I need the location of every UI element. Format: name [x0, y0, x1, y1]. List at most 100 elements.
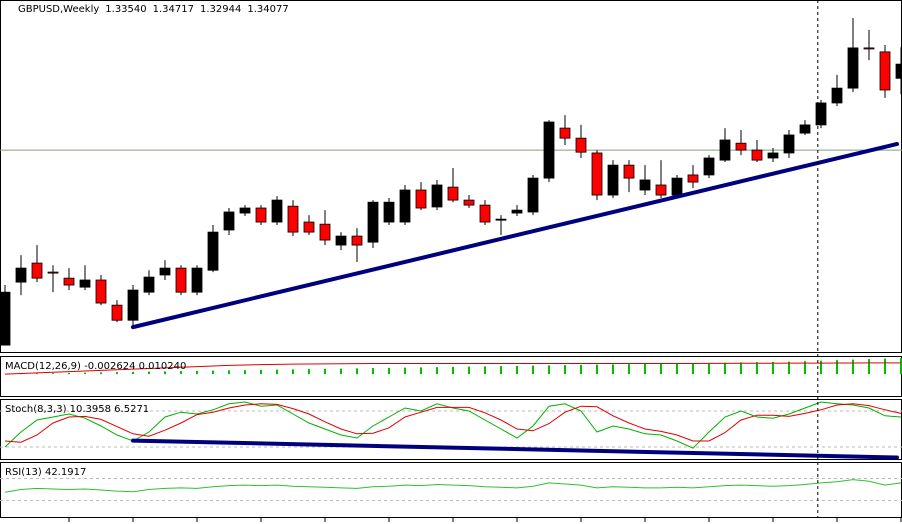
candle: [463, 195, 475, 209]
candle: [143, 270, 155, 296]
candle: [415, 182, 427, 211]
candle-body: [879, 51, 891, 91]
candle-body: [815, 102, 827, 126]
candle: [95, 274, 107, 306]
ohlc-value: 1.34077: [247, 4, 288, 15]
candle-body: [95, 279, 107, 304]
candle: [735, 129, 747, 156]
candle: [207, 224, 219, 273]
candle: [623, 160, 635, 193]
chart-header: GBPUSD,Weekly 1.33540 1.34717 1.32944 1.3407…: [18, 4, 289, 15]
candle-body: [575, 137, 587, 153]
candle-body: [239, 207, 251, 214]
candle-body: [847, 47, 859, 89]
candle-body: [127, 289, 139, 321]
candle: [479, 200, 491, 225]
candle: [703, 155, 715, 179]
indicator-line: [4, 401, 902, 449]
candle-body: [479, 204, 491, 223]
candle-body: [463, 199, 475, 206]
candle: [639, 165, 651, 196]
candle-body: [383, 201, 395, 223]
candle-body: [175, 267, 187, 293]
candle-body: [207, 231, 219, 271]
indicator-title: RSI(13) 42.1917: [5, 467, 86, 478]
candle-body: [559, 127, 571, 139]
candle: [895, 47, 902, 95]
candle-body: [527, 177, 539, 213]
candle: [783, 129, 795, 159]
candle-body: [751, 149, 763, 161]
candle-body: [431, 184, 443, 208]
candle: [367, 200, 379, 248]
candle: [255, 205, 267, 225]
candle: [127, 285, 139, 329]
ohlc-value: 1.32944: [200, 4, 241, 15]
candle: [495, 215, 507, 236]
candle-body: [767, 152, 779, 159]
candle: [815, 100, 827, 129]
candle: [399, 184, 411, 225]
candle-body: [703, 157, 715, 176]
candle-body: [335, 235, 347, 246]
candle: [79, 265, 91, 291]
candle: [847, 17, 859, 93]
candle: [0, 285, 11, 346]
candle: [191, 265, 203, 296]
candle: [303, 215, 315, 236]
candle-body: [415, 189, 427, 209]
candle-body: [255, 207, 267, 223]
candle-body: [159, 267, 171, 276]
candle: [159, 260, 171, 281]
ohlc-value: 1.34717: [153, 4, 194, 15]
candle-body: [319, 223, 331, 241]
candle-body: [639, 179, 651, 191]
candle-body: [31, 262, 43, 279]
candle: [655, 160, 667, 198]
candle: [831, 74, 843, 107]
candle: [239, 205, 251, 216]
candle-body: [399, 189, 411, 223]
candle: [63, 268, 75, 291]
signal-line: [4, 362, 901, 375]
symbol: GBPUSD,Weekly: [18, 4, 99, 15]
candle: [431, 179, 443, 211]
candle-body: [511, 209, 523, 214]
candle: [319, 210, 331, 246]
candle-body: [495, 218, 507, 221]
candle-body: [735, 142, 747, 151]
candle-body: [863, 47, 875, 50]
candle: [719, 128, 731, 162]
candle: [751, 140, 763, 162]
candle-body: [191, 267, 203, 293]
candle-body: [687, 174, 699, 183]
candle: [351, 228, 363, 263]
candle: [527, 174, 539, 216]
indicator-title: Stoch(8,3,3) 10.3958 6.5271: [5, 404, 149, 415]
candle-body: [671, 177, 683, 196]
candle: [591, 150, 603, 201]
candle-body: [287, 205, 299, 233]
candle-body: [831, 87, 843, 104]
candle: [47, 265, 59, 293]
candle: [383, 197, 395, 225]
candle: [575, 124, 587, 159]
candle: [799, 120, 811, 135]
candle: [447, 168, 459, 203]
candle: [223, 208, 235, 236]
indicator-line: [4, 479, 902, 493]
candle: [335, 232, 347, 251]
candle-body: [271, 199, 283, 223]
indicator-line: [4, 403, 902, 443]
candle: [111, 300, 123, 323]
candle-body: [607, 164, 619, 196]
candle-body: [655, 184, 667, 196]
candle: [175, 265, 187, 296]
candle-body: [303, 221, 315, 233]
candle-body: [799, 124, 811, 134]
candle-body: [783, 134, 795, 154]
candle-body: [143, 276, 155, 293]
candle-body: [111, 304, 123, 321]
candle: [767, 147, 779, 162]
